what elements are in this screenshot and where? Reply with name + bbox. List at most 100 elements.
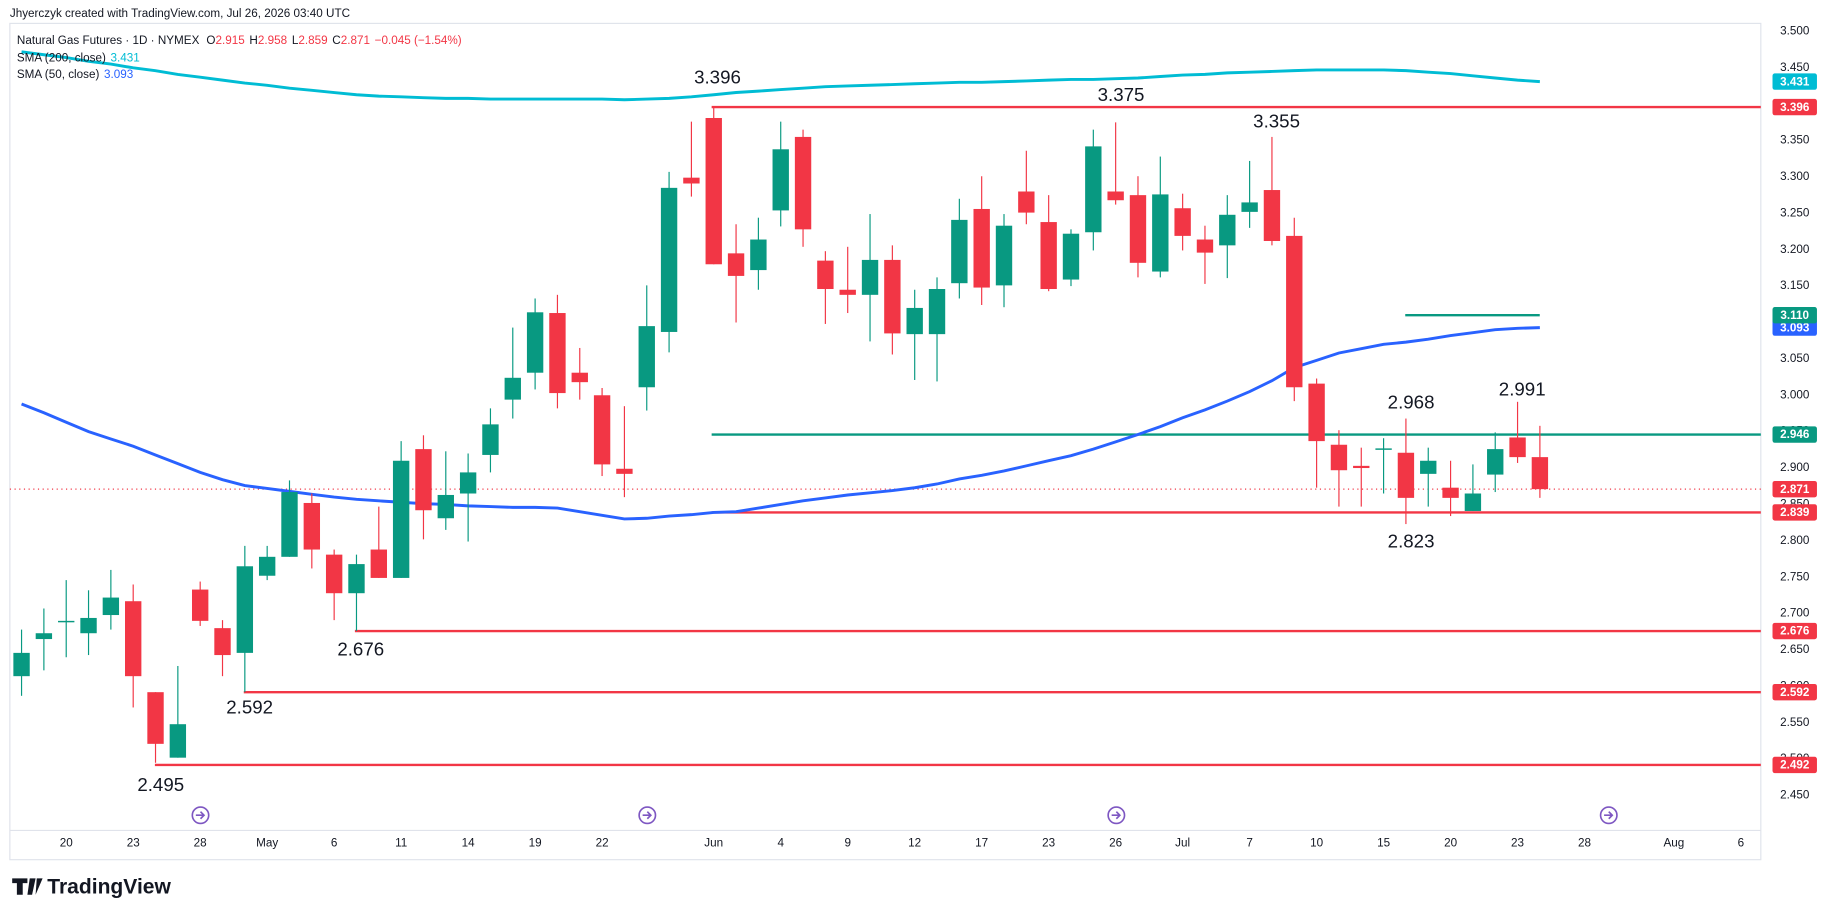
candle-body: [392, 460, 410, 578]
x-tick-label: 7: [1246, 836, 1253, 849]
candle-body: [102, 597, 120, 616]
candle-body: [750, 239, 767, 271]
ohlc-key: O: [206, 34, 215, 47]
price-annotation: 2.968: [1388, 391, 1435, 412]
candle-body: [1375, 448, 1392, 450]
ohlc-value: 2.859: [298, 34, 327, 47]
x-tick-label: 19: [529, 836, 542, 849]
legend-value: 3.431: [111, 52, 140, 65]
candle-body: [705, 117, 722, 265]
candle-body: [660, 187, 678, 332]
x-tick-label: 14: [462, 836, 476, 849]
plot-frame: [9, 22, 1762, 861]
candle-body: [1420, 460, 1437, 474]
candle-body: [236, 566, 254, 653]
labels: SMA (200, close) 3.431 SMA (50, close) 3.09…: [17, 52, 1817, 795]
credit: Jhyerczyk created with TradingView.com, …: [10, 7, 350, 20]
candle-body: [1152, 194, 1169, 272]
y-tick-label: 3.150: [1780, 279, 1810, 292]
candle-body: [325, 554, 343, 594]
candle-body: [415, 449, 432, 511]
x-tick-label: 23: [127, 836, 140, 849]
x-tick-label: 23: [1042, 836, 1055, 849]
candle-body: [1129, 195, 1147, 263]
candle-body: [928, 289, 946, 335]
x-tick-label: 28: [1578, 836, 1591, 849]
candle-body: [504, 377, 521, 400]
ohlc-key: L: [292, 34, 299, 47]
candle-body: [1487, 449, 1504, 475]
price-badge: [1772, 73, 1817, 90]
change: −0.045 (−1.54%): [375, 34, 462, 47]
candle-body: [772, 149, 789, 211]
y-tick-label: 3.050: [1780, 352, 1810, 365]
x-tick-label: 9: [844, 836, 851, 849]
x-tick-label: 6: [1738, 836, 1745, 849]
y-tick-label: 2.900: [1780, 461, 1810, 474]
candle-body: [348, 564, 365, 594]
x-tick-label: 23: [1511, 836, 1524, 849]
x-tick-label: 4: [777, 836, 784, 849]
brand-logo: TradingView: [12, 875, 172, 898]
x-tick-label: 15: [1377, 836, 1391, 849]
candle-body: [1397, 452, 1415, 498]
candle-body: [549, 313, 566, 394]
candle-body: [571, 372, 588, 383]
candle-body: [794, 136, 812, 230]
price-badge: [1772, 504, 1817, 521]
candle-body: [727, 253, 745, 276]
candle-body: [1464, 493, 1482, 511]
candle-body: [35, 633, 53, 640]
candle-body: [1196, 239, 1214, 253]
candle-body: [1085, 146, 1102, 233]
y-tick-label: 3.500: [1780, 24, 1810, 37]
x-tick-label: May: [256, 836, 278, 849]
candle-body: [861, 259, 879, 295]
candle-body: [1062, 233, 1080, 280]
ohlc-value: 2.871: [341, 34, 370, 47]
legend-name: SMA (50, close): [17, 68, 100, 81]
price-badge: [1772, 319, 1817, 336]
candle-body: [258, 556, 276, 576]
price-badge: [1772, 622, 1817, 640]
event-icons: [191, 806, 1618, 825]
brand: TradingView: [47, 875, 171, 898]
candle-body: [638, 326, 655, 388]
candle-body: [1040, 222, 1057, 290]
price-badge: [1772, 426, 1817, 443]
price-annotation: 3.396: [694, 66, 741, 87]
candle-body: [1174, 208, 1191, 236]
y-tick-label: 3.000: [1780, 388, 1810, 401]
price-badge-label: 3.110: [1780, 309, 1809, 322]
price-badge: [1772, 307, 1817, 324]
candle-body: [951, 219, 968, 284]
candle-body: [1263, 190, 1281, 241]
candle-body: [1509, 437, 1526, 458]
candle-body: [147, 692, 164, 744]
candle-body: [683, 177, 700, 184]
candle-body: [884, 259, 901, 334]
y-tick-label: 3.300: [1780, 170, 1810, 183]
price-badge-label: 2.592: [1780, 686, 1810, 699]
legend-entry: SMA (50, close) 3.093: [17, 68, 133, 81]
y-tick-label: 2.800: [1780, 534, 1810, 547]
legend-entry: SMA (200, close) 3.431: [17, 52, 140, 65]
candle-body: [1107, 191, 1124, 201]
candle-body: [973, 208, 990, 288]
candle-body: [125, 601, 142, 677]
price-badge-label: 3.396: [1780, 101, 1810, 114]
y-tick-label: 2.700: [1780, 607, 1810, 620]
candle-body: [13, 652, 30, 677]
price-badge-label: 2.492: [1780, 759, 1810, 772]
price-badge: [1772, 683, 1817, 701]
ohlc-key: H: [249, 34, 257, 47]
price-badge-label: 3.431: [1780, 75, 1810, 88]
candle-body: [995, 225, 1013, 286]
price-annotation: 2.495: [137, 774, 184, 795]
price-annotation: 2.676: [337, 638, 384, 659]
candle-body: [839, 289, 856, 295]
y-tick-label: 2.650: [1780, 643, 1810, 656]
candle-body: [437, 494, 454, 519]
candle-body: [370, 549, 387, 578]
candle-body: [1308, 383, 1325, 442]
